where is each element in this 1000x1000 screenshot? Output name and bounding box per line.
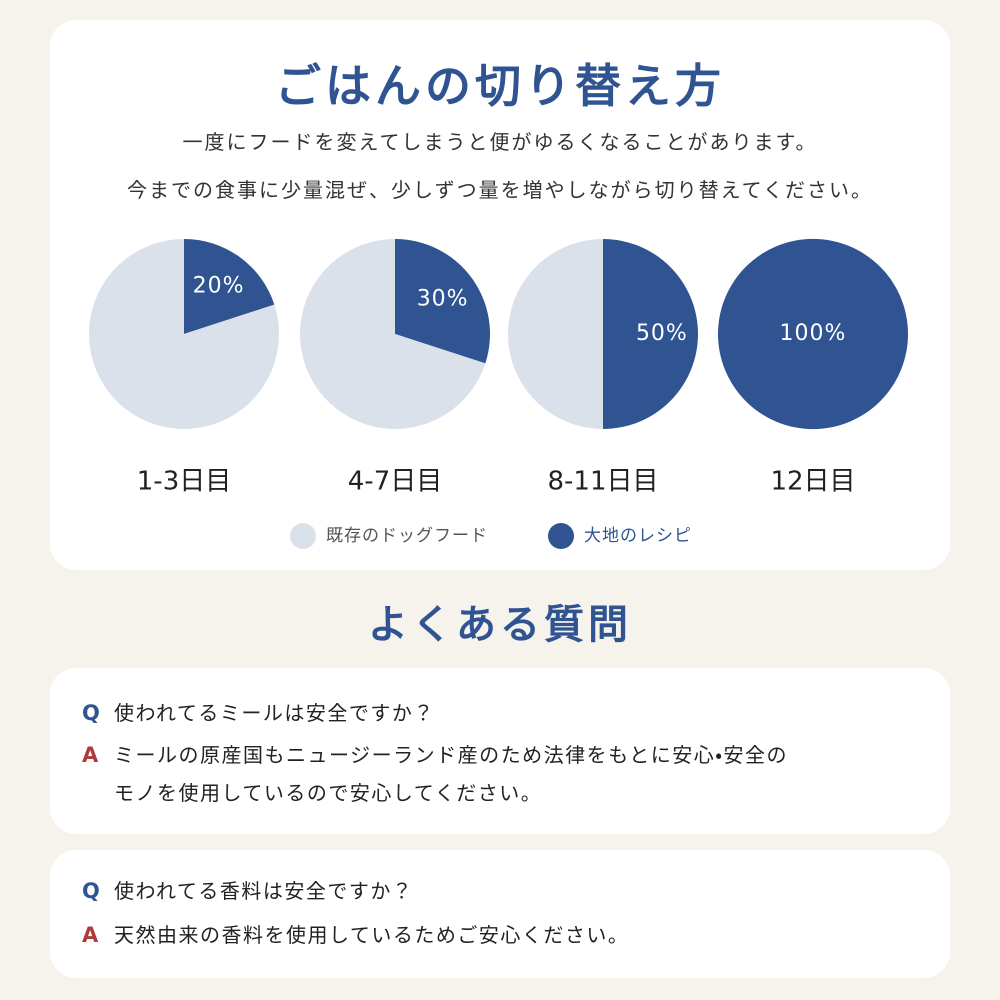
pie-title: 8-11日目 [547, 467, 658, 497]
faq-answer: A 天然由来の香料を使用しているためご安心ください。 [82, 916, 629, 954]
pie-slice [184, 239, 275, 334]
pie-slice [300, 239, 486, 429]
faq-question: Q 使われてるミールは安全ですか？ [82, 694, 435, 732]
pie-slice [395, 239, 490, 364]
pie-title: 12日目 [770, 467, 855, 497]
faq-answer: A ミールの原産国もニュージーランド産のため法律をもとに安心・安全の モノを使用して… [82, 736, 788, 812]
title: ごはんの切り替え方 [275, 59, 725, 113]
pie-charts: 20% 1-3日目 30% 4-7日目 50% 8-11日目 100% 12日目既存のドッグフ… [89, 238, 909, 549]
pie-title: 4-7日目 [348, 467, 442, 497]
a-mark: A [82, 743, 100, 767]
pie-slice [603, 239, 698, 429]
pie-slice [89, 239, 279, 429]
question: 使われてる香料は安全ですか？ [114, 879, 414, 903]
faq-question: Q 使われてる香料は安全ですか？ [82, 872, 413, 910]
subtitle: 今までの食事に少量混ぜ、少しずつ量を増やしながら切り替えてください。 [127, 178, 873, 202]
value-label: 20% [193, 273, 245, 298]
faq-title: よくある質問 [368, 602, 632, 648]
legend-label: 既存のドッグフード [326, 526, 488, 546]
value-label: 100% [780, 321, 847, 346]
answer: 天然由来の香料を使用しているためご安心ください。 [114, 923, 630, 947]
answer: モノを使用しているので安心してください。 [114, 781, 543, 805]
question: 使われてるミールは安全ですか？ [114, 701, 435, 725]
subtitle: 一度にフードを変えてしまうと便がゆるくなることがあります。 [182, 130, 818, 154]
a-mark: A [82, 923, 100, 947]
pie-slice [718, 238, 909, 430]
faq-card [50, 850, 950, 978]
value-label: 30% [417, 286, 469, 311]
q-mark: Q [82, 879, 102, 903]
pie-title: 1-3日目 [137, 467, 231, 497]
q-mark: Q [82, 701, 102, 725]
legend-label: 大地のレシピ [584, 526, 692, 546]
legend-swatch [548, 523, 574, 549]
legend-swatch [290, 523, 316, 549]
answer: ミールの原産国もニュージーランド産のため法律をもとに安心・安全の [114, 743, 788, 767]
faq-card [50, 668, 950, 834]
value-label: 50% [636, 321, 688, 346]
pie-slice [508, 239, 603, 429]
